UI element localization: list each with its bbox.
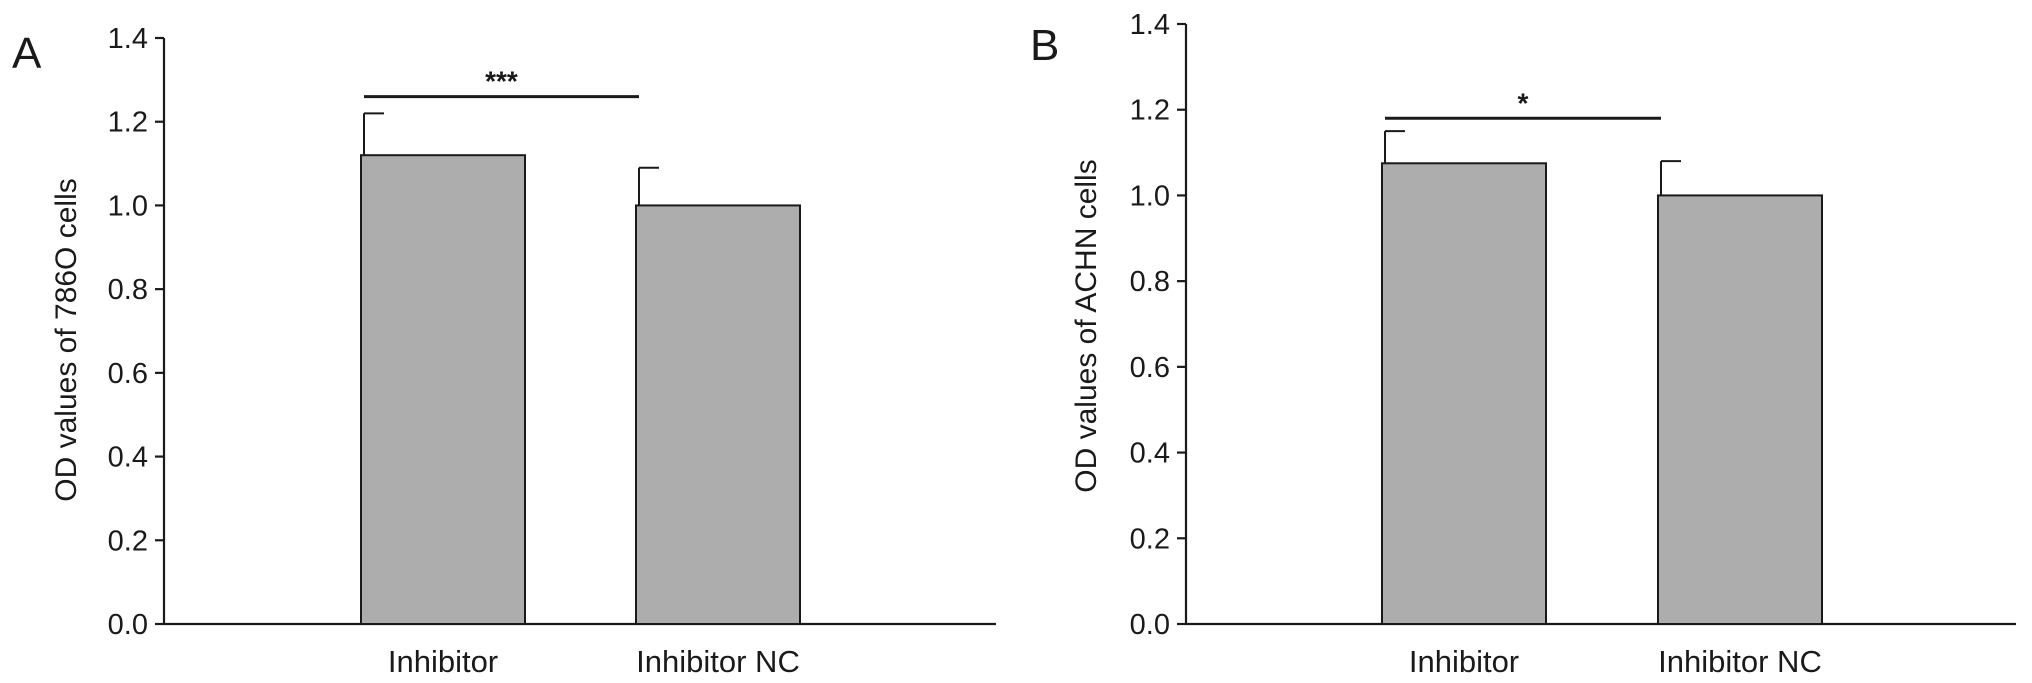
y-tick-label: 0.2 (108, 525, 148, 557)
panel-b: B OD values of ACHN cells 0.0 0.2 0.4 0.6 0.… (1030, 9, 2016, 679)
y-tick-label: 0.8 (108, 274, 148, 306)
y-tick-label: 0.4 (108, 442, 148, 474)
y-tick-label: 1.4 (1130, 9, 1170, 41)
y-tick-label: 0.0 (108, 609, 148, 641)
y-tick-label: 0.4 (1130, 438, 1170, 470)
x-tick-label: Inhibitor (1409, 644, 1519, 679)
x-tick-label: Inhibitor NC (1658, 644, 1822, 679)
y-tick-label: 1.0 (1130, 180, 1170, 212)
y-tick-label: 0.6 (1130, 352, 1170, 384)
panel-label: A (12, 29, 42, 78)
bar (1381, 162, 1547, 626)
bar (1657, 194, 1823, 626)
y-tick-label: 1.0 (108, 190, 148, 222)
y-tick-label: 1.4 (108, 23, 148, 55)
bar (360, 154, 526, 625)
significance-label: * (1518, 87, 1529, 118)
y-tick-label: 0.8 (1130, 266, 1170, 298)
y-tick-label: 1.2 (1130, 95, 1170, 127)
y-axis-label: OD values of 786O cells (50, 178, 83, 501)
bar (635, 204, 801, 626)
x-tick-label: Inhibitor NC (636, 644, 800, 679)
x-tick-label: Inhibitor (388, 644, 498, 679)
y-tick-label: 0.2 (1130, 523, 1170, 555)
y-tick-label: 0.0 (1130, 609, 1170, 641)
y-tick-label: 1.2 (108, 107, 148, 139)
panel-a: A OD values of 786O cells 0.0 0.2 0.4 0.6 0.… (12, 23, 996, 679)
y-tick-label: 0.6 (108, 358, 148, 390)
panel-label: B (1030, 21, 1059, 70)
significance-label: *** (485, 66, 518, 97)
y-axis-label: OD values of ACHN cells (1070, 159, 1103, 492)
